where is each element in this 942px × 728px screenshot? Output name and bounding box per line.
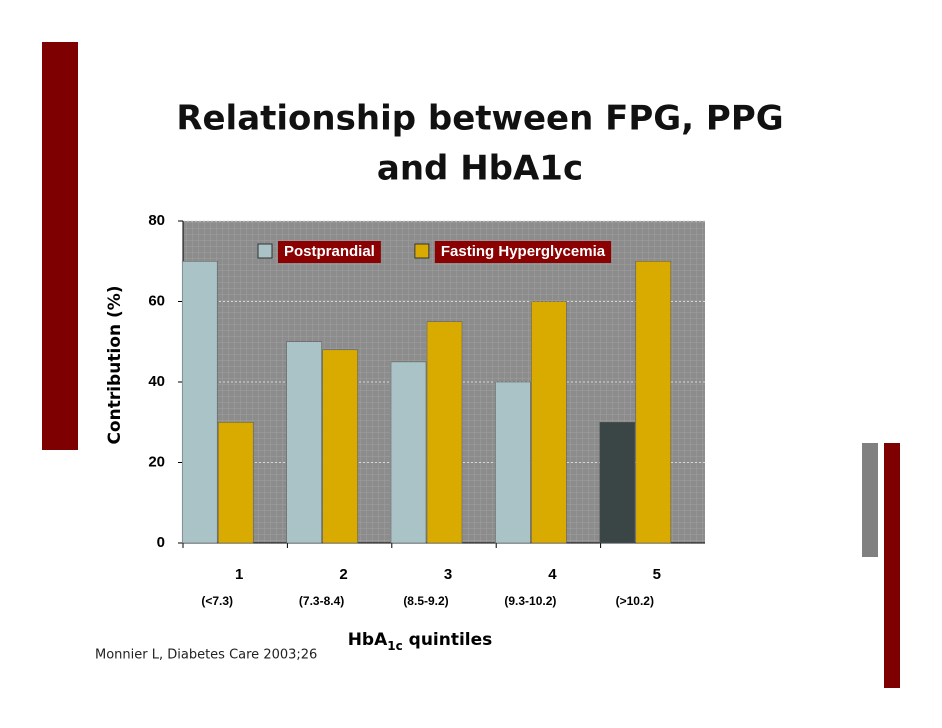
legend-swatch [414,243,430,259]
x-label-part: quintiles [403,630,493,650]
bar [599,422,636,544]
title: and HbA1c [377,149,583,189]
title: Relationship between FPG, PPG [176,99,783,139]
x-range-label: (8.5-9.2) [403,594,448,608]
legend-swatch [257,243,273,259]
bar [531,301,567,544]
legend-label: Fasting Hyperglycemia [441,243,606,260]
y-tick-label: 60 [148,292,165,309]
x-label-part: 1c [387,639,402,653]
source: Monnier L, Diabetes Care 2003;26 [95,648,317,663]
y-tick-label: 0 [157,534,165,551]
bar [426,321,463,544]
x-range-label: (<7.3) [201,594,233,608]
deco-bar [862,443,878,557]
deco-bar [42,42,78,450]
x-axis-label: HbA1c quintiles [348,630,493,653]
x-tick-label: 2 [339,566,347,583]
x-tick-label: 5 [653,566,661,583]
legend-bg [434,241,612,263]
y-tick-label: 80 [148,212,165,229]
x-tick-label: 1 [235,566,243,583]
bar [322,349,358,544]
y-axis-label: Contribution (%) [105,285,125,444]
bar [217,422,254,544]
legend-bg [278,241,381,263]
bar [495,381,531,544]
x-tick-label: 3 [444,566,452,583]
y-tick-label: 40 [148,373,165,390]
bar [635,261,672,544]
bar [286,341,322,544]
deco-bar [884,443,900,688]
x-label-part: HbA [348,630,388,650]
x-tick-label: 4 [548,566,557,583]
legend-label: Postprandial [284,243,375,260]
x-range-label: (9.3-10.2) [504,594,556,608]
bar [390,361,427,544]
x-range-label: (7.3-8.4) [299,594,344,608]
x-range-label: (>10.2) [616,594,654,608]
bar [181,261,218,544]
y-tick-label: 20 [148,453,165,470]
